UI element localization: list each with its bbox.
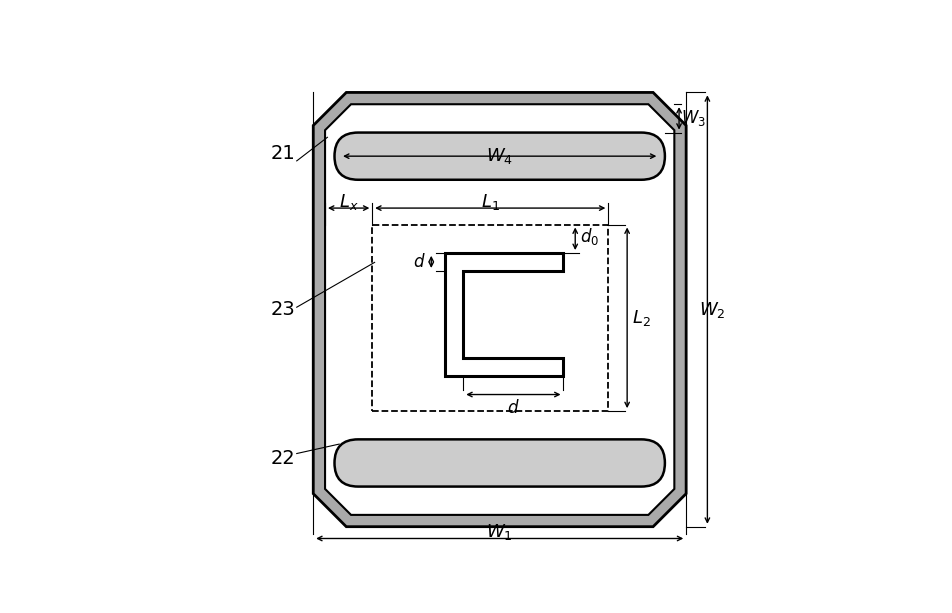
Text: $d$: $d$ (413, 253, 426, 271)
Text: $W_1$: $W_1$ (486, 522, 513, 543)
Text: $d$: $d$ (507, 398, 520, 417)
Text: 21: 21 (270, 144, 295, 163)
FancyBboxPatch shape (334, 132, 664, 180)
Polygon shape (325, 104, 674, 515)
Polygon shape (313, 93, 686, 527)
Text: $W_3$: $W_3$ (681, 109, 705, 128)
FancyBboxPatch shape (334, 440, 664, 487)
Text: $W_2$: $W_2$ (699, 300, 725, 319)
Text: $W_4$: $W_4$ (486, 146, 513, 166)
Bar (372, 224, 608, 411)
Text: $L_2$: $L_2$ (632, 308, 651, 328)
Polygon shape (446, 253, 564, 376)
Text: 22: 22 (270, 449, 295, 468)
Text: $L_x$: $L_x$ (339, 192, 359, 212)
Text: $L_1$: $L_1$ (481, 192, 500, 212)
Text: 23: 23 (270, 300, 295, 319)
Text: $d_0$: $d_0$ (580, 226, 599, 247)
